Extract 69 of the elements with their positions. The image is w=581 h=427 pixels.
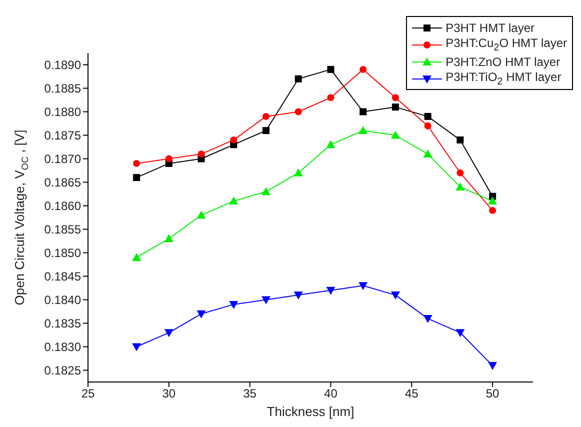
y-tick-label: 0.1885 [44, 82, 82, 96]
x-axis-title: Thickness [nm] [266, 404, 354, 419]
x-tick-label: 30 [162, 386, 176, 401]
legend-label: P3HT HMT layer [446, 20, 535, 34]
point [262, 127, 270, 134]
point [489, 206, 496, 214]
point [230, 136, 238, 144]
point [294, 292, 303, 300]
legend-label: P3HT:ZnO HMT layer [446, 54, 560, 68]
point [262, 112, 270, 120]
point [164, 234, 174, 242]
y-tick-label: 0.1845 [44, 270, 82, 284]
y-tick-label: 0.1870 [44, 152, 82, 166]
x-tick-label: 45 [404, 386, 419, 401]
point [133, 174, 140, 182]
point [390, 130, 400, 139]
point [423, 150, 432, 158]
point [294, 108, 302, 116]
y-tick-label: 0.1855 [44, 222, 82, 237]
y-tick-label: 0.1880 [44, 105, 82, 120]
legend-label: P3HT:Cu$_{2}$O HMT layer [446, 36, 567, 54]
y-tick-label: 0.1830 [44, 340, 82, 354]
point [262, 296, 270, 304]
point [132, 252, 142, 261]
point [424, 122, 432, 130]
point [390, 292, 400, 300]
legend-label: P3HT:TiO$_{2}$ HMT layer [446, 70, 562, 88]
point [132, 343, 142, 352]
point [358, 126, 368, 134]
y-tick-label: 0.1860 [44, 199, 82, 214]
point [294, 75, 302, 82]
point [488, 196, 498, 205]
point [424, 112, 432, 120]
point [262, 187, 270, 196]
y-tick-label: 0.1875 [44, 128, 82, 143]
x-tick-label: 50 [486, 386, 500, 401]
point [423, 315, 432, 324]
point [360, 66, 367, 73]
x-tick-label: 35 [243, 386, 257, 401]
point [326, 286, 336, 295]
point [164, 329, 174, 338]
point [294, 168, 303, 176]
point [165, 155, 172, 162]
point [133, 160, 140, 167]
point [456, 182, 465, 190]
point [360, 108, 367, 116]
y-tick-label: 0.1840 [44, 293, 82, 308]
y-tick-label: 0.1850 [44, 246, 82, 260]
point [488, 362, 498, 370]
point [456, 329, 465, 338]
point [229, 300, 238, 309]
point [229, 196, 238, 205]
point [392, 104, 399, 111]
point [196, 310, 206, 318]
point [198, 150, 205, 158]
y-tick-label: 0.1825 [44, 364, 82, 378]
point [456, 169, 464, 176]
point [327, 94, 334, 102]
x-tick-label: 25 [81, 386, 95, 401]
point [456, 136, 464, 144]
y-tick-label: 0.1835 [44, 316, 82, 331]
point [358, 282, 368, 290]
y-tick-label: 0.1865 [44, 176, 82, 190]
point [392, 94, 399, 102]
x-tick-label: 40 [324, 386, 338, 401]
y-tick-label: 0.1890 [44, 58, 82, 72]
point [196, 210, 206, 219]
point [327, 66, 334, 73]
point [326, 140, 336, 148]
